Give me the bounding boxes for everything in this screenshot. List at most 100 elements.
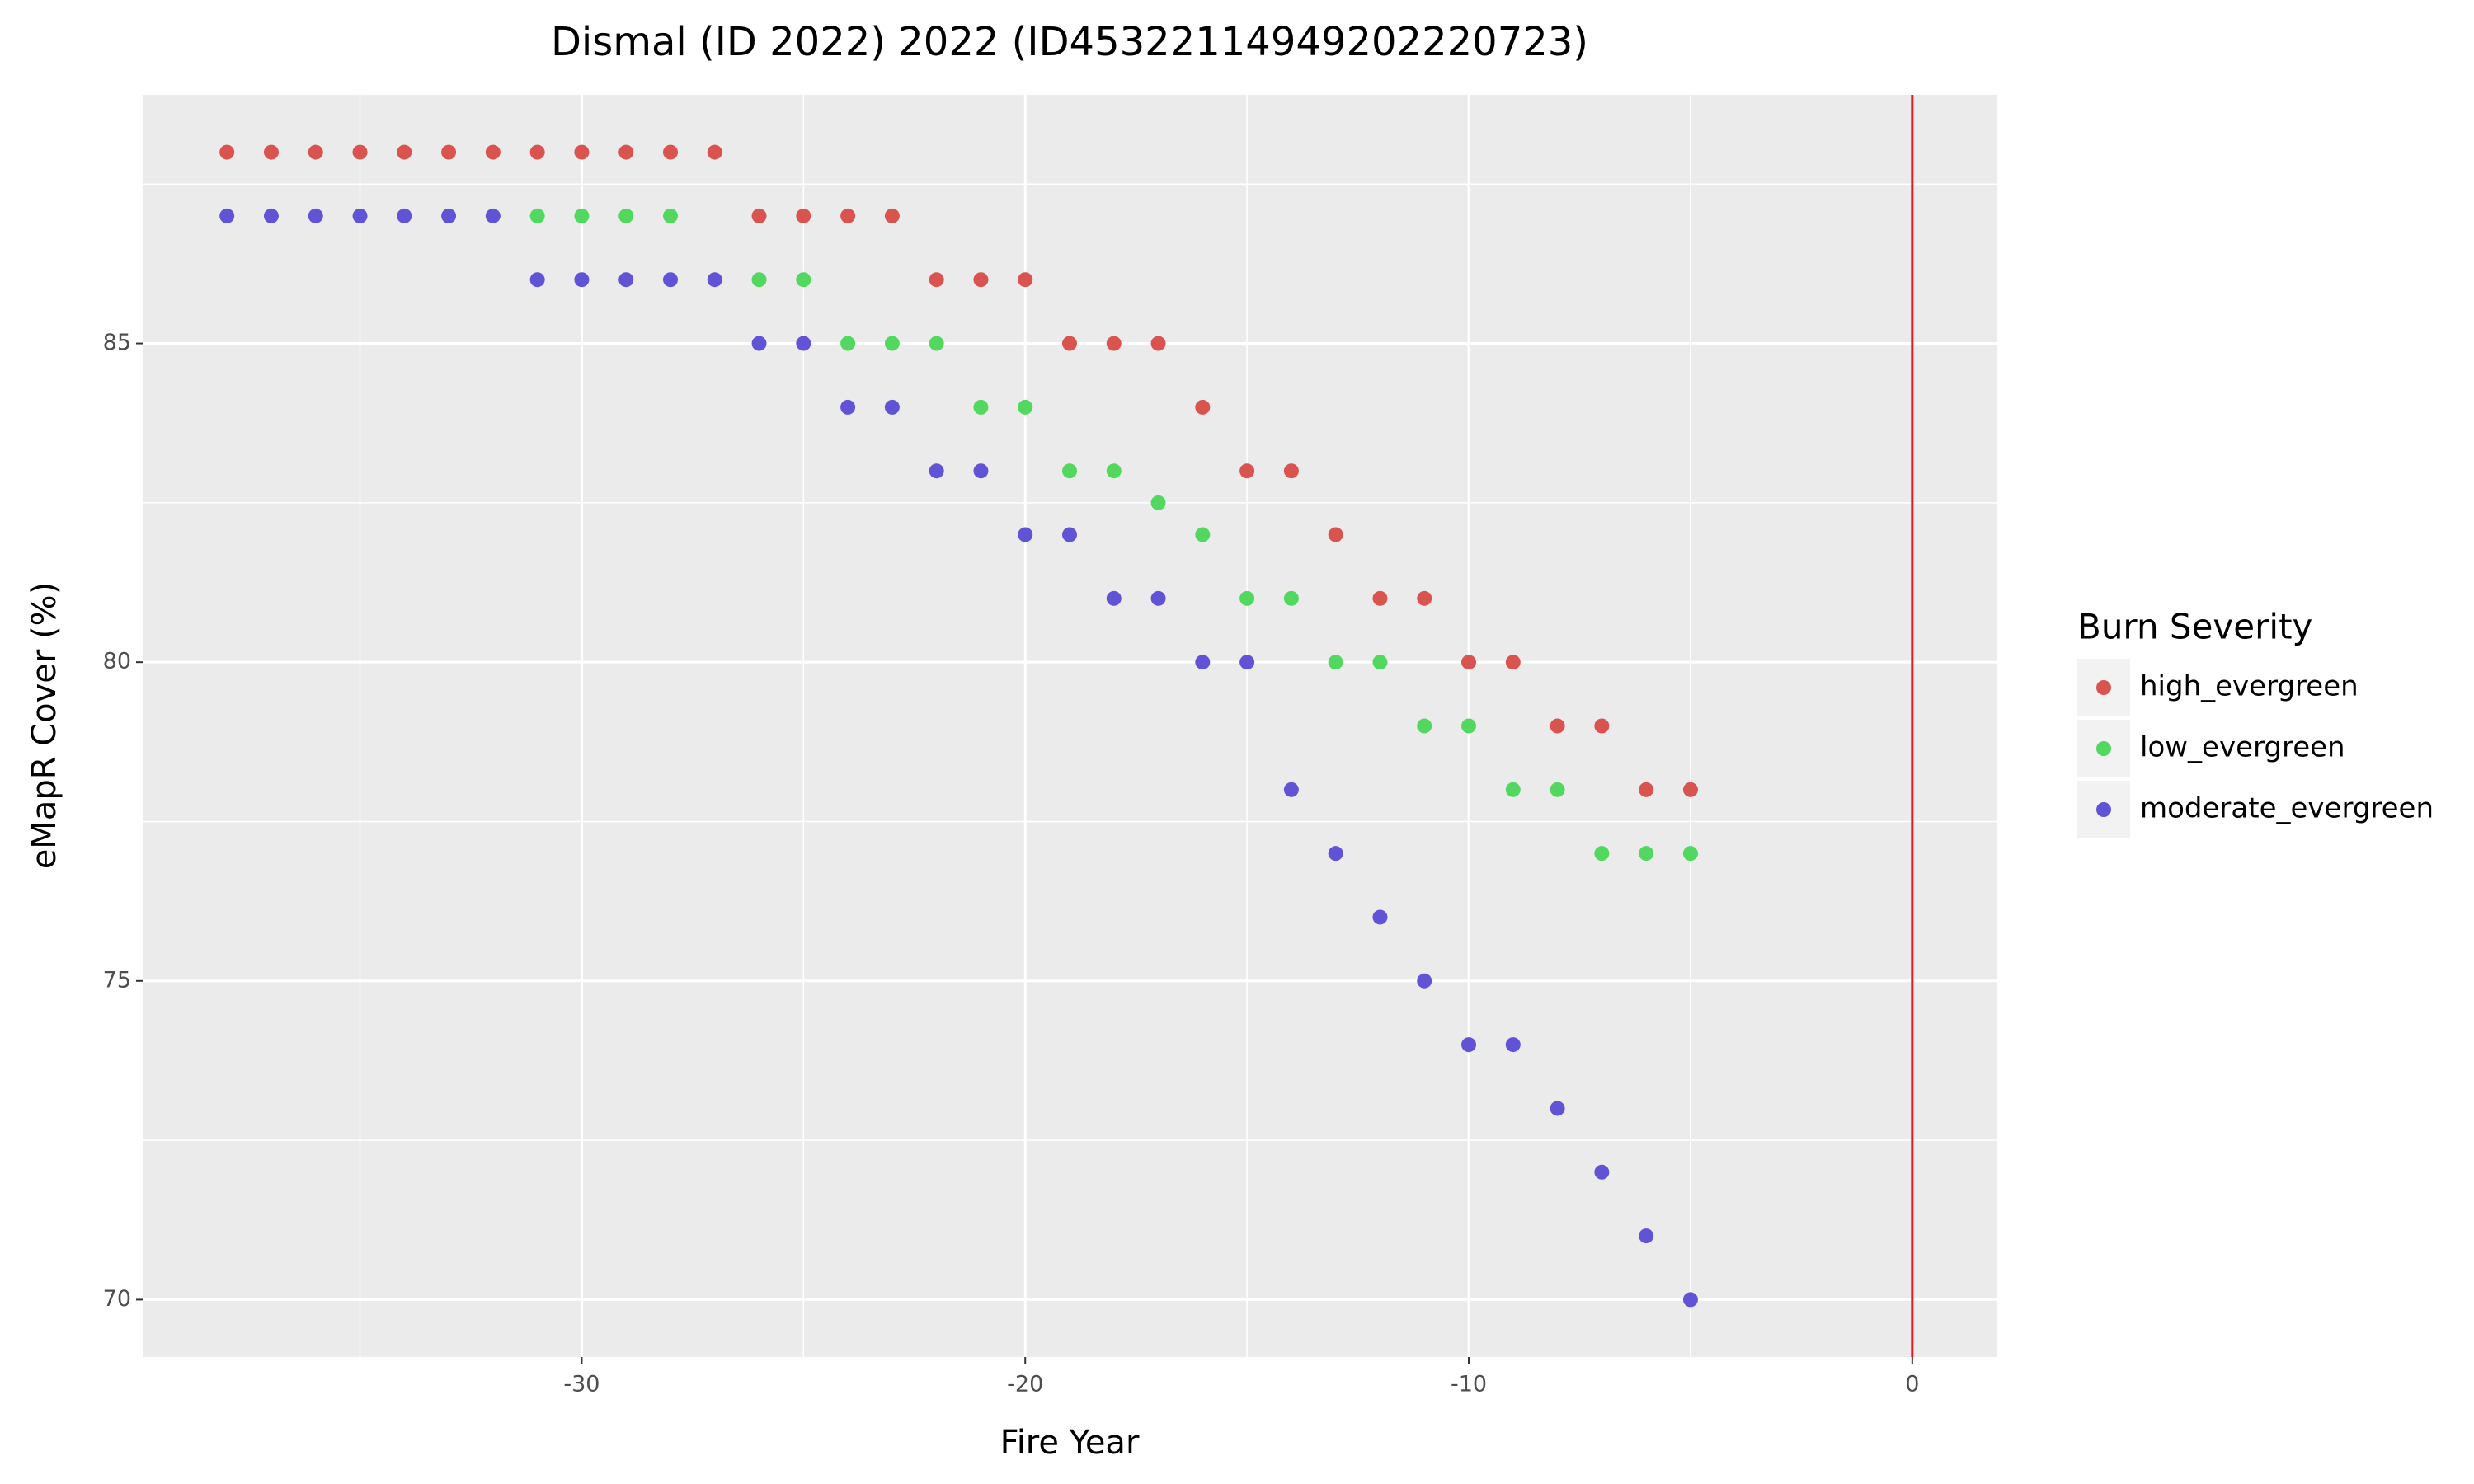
point	[751, 336, 767, 351]
x-tick-label: -20	[1007, 1372, 1043, 1397]
point	[1106, 590, 1122, 606]
point	[884, 208, 900, 223]
legend-title: Burn Severity	[2077, 607, 2312, 647]
point	[1505, 655, 1521, 670]
point	[1682, 1292, 1698, 1308]
point	[352, 144, 368, 160]
point	[662, 144, 678, 160]
point	[1461, 1037, 1477, 1053]
point	[1283, 590, 1299, 606]
point	[1372, 655, 1388, 670]
point	[1283, 463, 1299, 479]
point	[1417, 590, 1432, 606]
point	[1062, 336, 1077, 351]
point	[796, 208, 811, 223]
point	[1550, 718, 1565, 734]
y-tick-label: 80	[103, 649, 131, 674]
point	[662, 272, 678, 288]
point	[1505, 782, 1521, 797]
point	[662, 208, 678, 223]
point	[1639, 846, 1654, 862]
point	[929, 272, 944, 288]
point	[840, 208, 856, 223]
point	[1461, 718, 1477, 734]
legend-marker	[2096, 802, 2111, 817]
point	[1639, 782, 1654, 797]
point	[1239, 655, 1255, 670]
point	[529, 144, 545, 160]
point	[485, 208, 501, 223]
point	[1550, 782, 1565, 797]
legend-marker	[2096, 680, 2111, 695]
point	[884, 399, 900, 415]
point	[1150, 336, 1166, 351]
point	[796, 272, 811, 288]
x-tick-label: -10	[1451, 1372, 1487, 1397]
y-tick-label: 85	[103, 330, 131, 355]
point	[973, 272, 989, 288]
point	[840, 399, 856, 415]
legend-label: low_evergreen	[2140, 731, 2345, 764]
point	[973, 463, 989, 479]
point	[929, 336, 944, 351]
point	[1639, 1228, 1654, 1244]
point	[1594, 1164, 1610, 1180]
point	[618, 208, 634, 223]
chart-title: Dismal (ID 2022) 2022 (ID453221149492022…	[551, 19, 1588, 65]
x-tick-label: 0	[1905, 1372, 1919, 1397]
point	[1195, 655, 1211, 670]
point	[796, 336, 811, 351]
point	[219, 144, 235, 160]
point	[1372, 590, 1388, 606]
point	[1062, 527, 1077, 542]
point	[618, 272, 634, 288]
point	[1328, 846, 1343, 862]
point	[1018, 399, 1033, 415]
legend-label: moderate_evergreen	[2140, 792, 2434, 825]
point	[441, 144, 457, 160]
point	[1150, 495, 1166, 510]
point	[707, 144, 722, 160]
point	[1195, 399, 1211, 415]
legend-label: high_evergreen	[2140, 670, 2359, 703]
point	[618, 144, 634, 160]
y-tick-label: 70	[103, 1286, 131, 1312]
point	[485, 144, 501, 160]
point	[1550, 1101, 1565, 1116]
point	[1018, 527, 1033, 542]
point	[1682, 846, 1698, 862]
point	[1594, 846, 1610, 862]
y-axis-title: eMapR Cover (%)	[26, 582, 63, 870]
point	[574, 144, 590, 160]
point	[1461, 655, 1477, 670]
point	[308, 144, 323, 160]
plot-panel	[143, 95, 1997, 1357]
point	[1328, 655, 1343, 670]
point	[1594, 718, 1610, 734]
x-axis-title: Fire Year	[1000, 1424, 1140, 1462]
point	[574, 208, 590, 223]
point	[1239, 590, 1255, 606]
point	[1239, 463, 1255, 479]
point	[1283, 782, 1299, 797]
legend-marker	[2096, 741, 2111, 756]
point	[751, 208, 767, 223]
point	[263, 144, 279, 160]
point	[574, 272, 590, 288]
point	[707, 272, 722, 288]
point	[1062, 463, 1077, 479]
point	[441, 208, 457, 223]
point	[219, 208, 235, 223]
y-tick-label: 75	[103, 967, 131, 993]
point	[397, 208, 412, 223]
point	[1417, 718, 1432, 734]
point	[263, 208, 279, 223]
point	[308, 208, 323, 223]
point	[929, 463, 944, 479]
point	[884, 336, 900, 351]
point	[352, 208, 368, 223]
point	[1106, 336, 1122, 351]
point	[397, 144, 412, 160]
x-tick-label: -30	[563, 1372, 600, 1397]
